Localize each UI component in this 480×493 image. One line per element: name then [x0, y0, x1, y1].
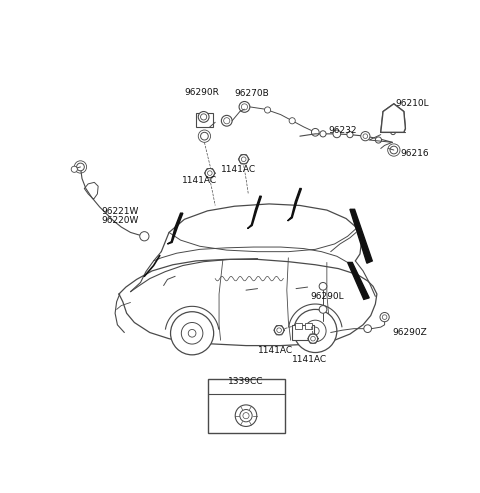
Text: 1339CC: 1339CC [228, 377, 264, 386]
Text: 96221W: 96221W [101, 207, 139, 216]
Bar [292, 325, 314, 340]
Text: 96220W: 96220W [101, 216, 139, 225]
Circle shape [241, 104, 248, 110]
Circle shape [243, 413, 249, 419]
Circle shape [319, 282, 327, 290]
Circle shape [391, 130, 396, 135]
Text: 96290L: 96290L [310, 292, 344, 301]
Polygon shape [288, 188, 301, 221]
Polygon shape [168, 213, 183, 244]
Circle shape [140, 232, 149, 241]
Circle shape [181, 322, 203, 344]
Text: 96290Z: 96290Z [392, 328, 427, 337]
Text: 96270B: 96270B [235, 89, 270, 98]
Polygon shape [381, 104, 406, 132]
Circle shape [71, 166, 77, 173]
Circle shape [264, 107, 271, 113]
Circle shape [239, 102, 250, 112]
Bar [196, 113, 213, 127]
Circle shape [235, 405, 257, 426]
Bar [207, 379, 285, 433]
Circle shape [364, 325, 372, 332]
Text: 96210L: 96210L [396, 99, 429, 108]
Circle shape [198, 111, 209, 122]
Circle shape [308, 334, 318, 343]
Circle shape [375, 137, 382, 143]
Circle shape [170, 312, 214, 355]
Bar [295, 322, 302, 329]
Circle shape [320, 131, 326, 137]
Circle shape [240, 410, 252, 422]
Circle shape [201, 132, 208, 140]
Text: 1141AC: 1141AC [258, 346, 293, 355]
Circle shape [319, 306, 327, 313]
Text: 1141AC: 1141AC [182, 176, 217, 185]
Circle shape [390, 146, 398, 154]
Circle shape [304, 320, 326, 342]
Bar [304, 322, 312, 329]
Polygon shape [348, 262, 369, 299]
Circle shape [201, 114, 207, 120]
Text: 96290R: 96290R [185, 88, 219, 97]
Text: 96232: 96232 [328, 126, 357, 135]
Circle shape [347, 132, 353, 138]
Circle shape [333, 130, 341, 138]
Circle shape [312, 327, 319, 335]
Circle shape [294, 310, 337, 352]
Circle shape [312, 129, 319, 136]
Text: 1141AC: 1141AC [221, 165, 256, 174]
Circle shape [289, 118, 295, 124]
Text: 96216: 96216 [400, 148, 429, 158]
Circle shape [275, 325, 284, 335]
Circle shape [188, 329, 196, 337]
Circle shape [224, 118, 230, 124]
Circle shape [221, 115, 232, 126]
Circle shape [205, 169, 215, 178]
Circle shape [77, 163, 84, 171]
Circle shape [361, 132, 370, 141]
Polygon shape [350, 210, 372, 263]
Text: 1141AC: 1141AC [292, 355, 327, 364]
Circle shape [380, 313, 389, 322]
Circle shape [239, 155, 248, 164]
Polygon shape [248, 196, 262, 229]
